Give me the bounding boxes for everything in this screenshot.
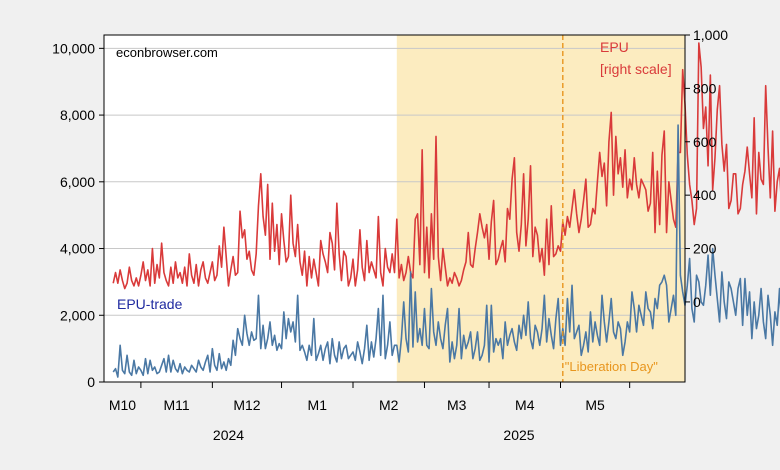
- series-label-epu-scale: [right scale]: [600, 61, 672, 77]
- x-axis-month-label: M5: [585, 397, 605, 413]
- x-axis-month-label: M4: [515, 397, 535, 413]
- x-axis-month-label: M2: [379, 397, 399, 413]
- left-axis-tick-label: 8,000: [60, 107, 95, 123]
- liberation-day-label: "Liberation Day": [565, 359, 658, 374]
- label-layer: econbrowser.com EPU [right scale] EPU-trade…: [116, 39, 672, 374]
- right-axis-tick-label: 800: [693, 80, 717, 96]
- year-label-2025: 2025: [503, 427, 534, 443]
- plot-frame: [103, 34, 686, 383]
- x-axis-month-label: M10: [109, 397, 136, 413]
- grid-layer: [104, 47, 685, 316]
- x-axis-month-label: M12: [233, 397, 260, 413]
- x-axis-month-label: M1: [308, 397, 328, 413]
- source-label: econbrowser.com: [116, 45, 218, 60]
- left-axis-tick-label: 0: [87, 374, 95, 390]
- year-label-2024: 2024: [213, 427, 244, 443]
- right-axis-tick-label: 400: [693, 187, 717, 203]
- x-axis-month-label: M11: [164, 397, 190, 413]
- right-axis-tick-label: 1,000: [693, 27, 728, 43]
- right-axis-tick-label: 0: [693, 294, 701, 310]
- series-layer: [112, 35, 780, 382]
- left-axis-tick-label: 10,000: [52, 40, 95, 56]
- left-axis-tick-label: 4,000: [60, 241, 95, 257]
- left-axis-tick-label: 2,000: [60, 307, 95, 323]
- right-axis-tick-label: 600: [693, 134, 717, 150]
- x-axis-month-label: M3: [447, 397, 467, 413]
- series-label-epu-trade: EPU-trade: [117, 296, 183, 312]
- right-axis-tick-label: 200: [693, 241, 717, 257]
- series-line-epu-trade: [112, 124, 780, 378]
- series-label-epu: EPU: [600, 39, 629, 55]
- series-line-epu: [112, 42, 780, 290]
- left-axis-tick-label: 6,000: [60, 174, 95, 190]
- axis-layer: 0 2,000 4,000 6,000 8,000 10,000 0 200 400 600 800…: [52, 27, 728, 443]
